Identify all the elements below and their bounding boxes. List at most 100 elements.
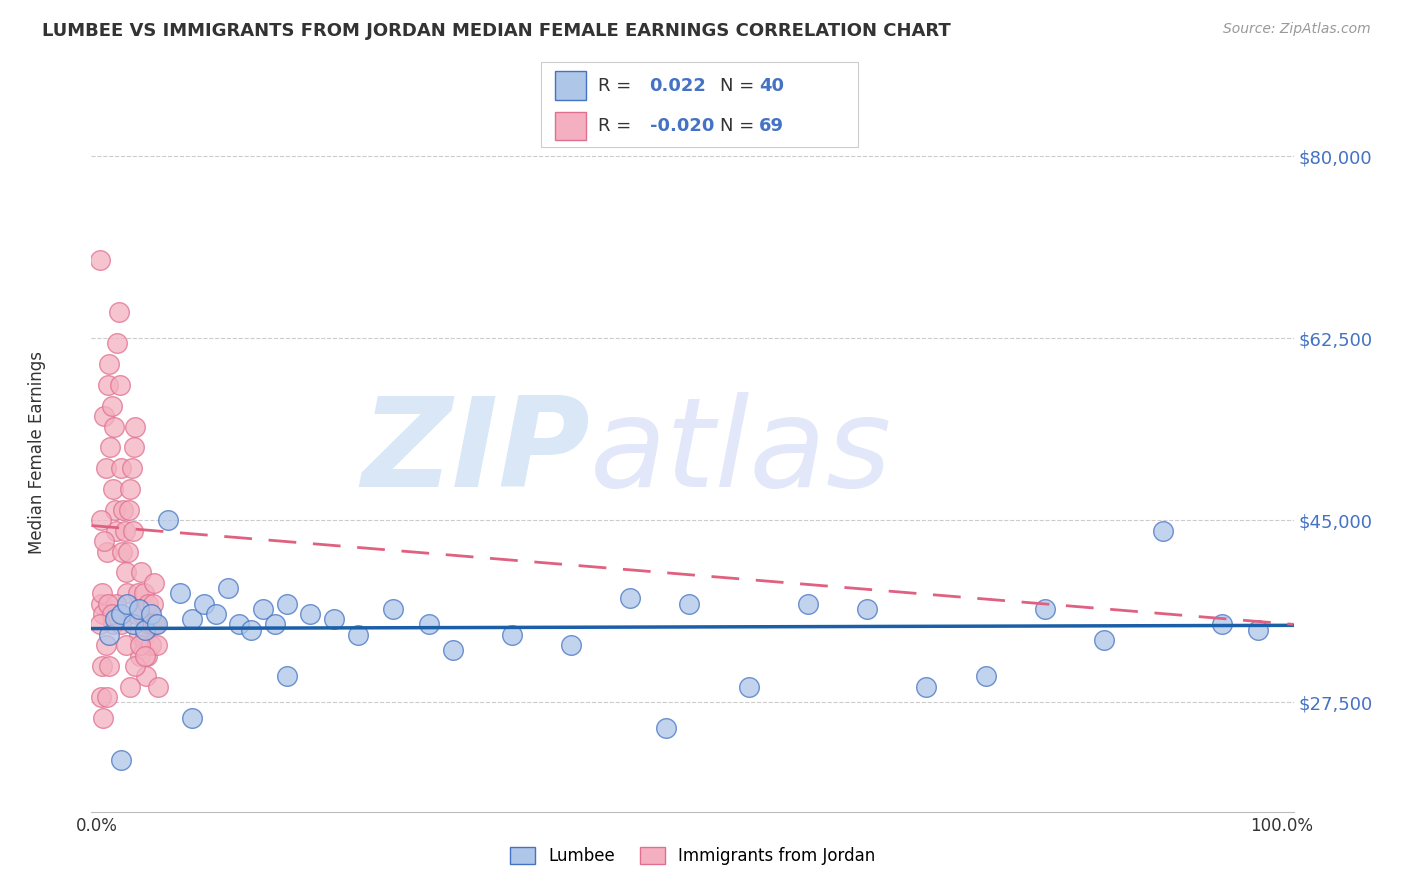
Text: R =: R = — [598, 117, 637, 135]
Point — [101, 617, 124, 632]
Point — [90, 597, 112, 611]
Point — [136, 648, 159, 663]
Point — [115, 586, 138, 600]
Point — [121, 524, 143, 538]
Point — [117, 544, 139, 558]
Point — [110, 617, 132, 632]
Point — [252, 602, 274, 616]
Point — [129, 648, 152, 663]
Point — [96, 544, 118, 558]
Point — [101, 482, 124, 496]
Point — [93, 534, 115, 549]
Text: 0.022: 0.022 — [650, 77, 706, 95]
Point — [276, 597, 298, 611]
Point — [382, 602, 405, 616]
Point — [107, 336, 129, 351]
Point — [89, 253, 111, 268]
Point — [1092, 633, 1115, 648]
Point — [797, 597, 820, 611]
Text: 69: 69 — [759, 117, 785, 135]
Point — [94, 638, 117, 652]
Point — [128, 628, 150, 642]
Point — [131, 607, 153, 621]
Point — [105, 597, 128, 611]
Point — [112, 503, 135, 517]
Point — [347, 628, 370, 642]
Point — [264, 617, 287, 632]
Point — [276, 669, 298, 683]
Point — [738, 680, 761, 694]
Point — [139, 638, 162, 652]
Text: LUMBEE VS IMMIGRANTS FROM JORDAN MEDIAN FEMALE EARNINGS CORRELATION CHART: LUMBEE VS IMMIGRANTS FROM JORDAN MEDIAN … — [42, 22, 950, 40]
Text: ZIP: ZIP — [361, 392, 591, 513]
Point — [915, 680, 938, 694]
Point — [105, 524, 128, 538]
Point — [90, 690, 112, 705]
Point — [139, 607, 162, 621]
Point — [97, 378, 120, 392]
Point — [114, 638, 136, 652]
Point — [169, 586, 191, 600]
Point — [121, 617, 143, 632]
Point — [115, 597, 138, 611]
Point — [124, 659, 146, 673]
Point — [1033, 602, 1056, 616]
Point — [134, 628, 156, 642]
Point — [120, 680, 142, 694]
Point — [240, 623, 263, 637]
Point — [135, 669, 157, 683]
Point — [299, 607, 322, 621]
Point — [108, 378, 131, 392]
Point — [141, 617, 163, 632]
Point — [228, 617, 250, 632]
Point — [974, 669, 997, 683]
Point — [100, 607, 122, 621]
Point — [122, 441, 145, 455]
Point — [121, 461, 143, 475]
Point — [128, 602, 150, 616]
Point — [146, 680, 169, 694]
Point — [136, 597, 159, 611]
Text: -0.020: -0.020 — [650, 117, 714, 135]
Point — [120, 482, 142, 496]
Point — [89, 617, 111, 632]
Point — [98, 628, 121, 642]
Point — [100, 399, 122, 413]
Point — [204, 607, 226, 621]
Point — [124, 419, 146, 434]
Point — [157, 513, 180, 527]
Point — [96, 690, 118, 705]
Point — [1152, 524, 1174, 538]
Point — [104, 612, 127, 626]
Point — [856, 602, 879, 616]
Point — [1211, 617, 1233, 632]
Text: atlas: atlas — [591, 392, 893, 513]
Point — [560, 638, 582, 652]
Point — [103, 419, 125, 434]
Point — [118, 503, 141, 517]
Point — [138, 617, 160, 632]
Point — [93, 409, 115, 424]
Point — [129, 566, 152, 580]
Point — [181, 612, 204, 626]
Point — [114, 566, 136, 580]
Point — [98, 659, 121, 673]
Point — [125, 607, 148, 621]
Point — [91, 711, 114, 725]
Text: Source: ZipAtlas.com: Source: ZipAtlas.com — [1223, 22, 1371, 37]
Point — [90, 513, 112, 527]
Point — [143, 575, 166, 590]
Point — [134, 648, 156, 663]
Point — [98, 441, 121, 455]
Point — [91, 607, 114, 621]
Point — [143, 617, 166, 632]
Legend: Lumbee, Immigrants from Jordan: Lumbee, Immigrants from Jordan — [503, 840, 882, 871]
Text: N =: N = — [720, 117, 759, 135]
Point — [217, 581, 239, 595]
Point — [501, 628, 523, 642]
Point — [91, 586, 114, 600]
Point — [98, 357, 121, 371]
Point — [145, 638, 167, 652]
Point — [94, 461, 117, 475]
Text: 40: 40 — [759, 77, 785, 95]
